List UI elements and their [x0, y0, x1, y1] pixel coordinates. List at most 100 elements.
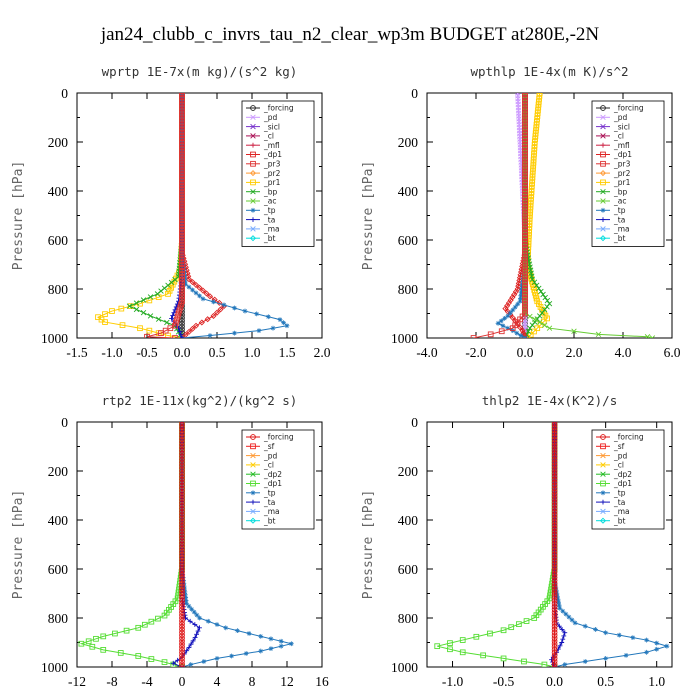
legend-label: _pr2 — [263, 169, 281, 178]
series-point — [179, 201, 185, 208]
series-point — [522, 137, 528, 143]
series-point — [93, 635, 99, 642]
series-point — [179, 157, 185, 164]
series-point — [534, 110, 541, 117]
series-point — [529, 183, 535, 189]
series-point — [522, 134, 528, 140]
series-point — [551, 626, 558, 633]
series-point — [179, 116, 185, 123]
series-point — [179, 96, 185, 102]
legend-label: _dp1 — [263, 150, 282, 159]
series-point — [654, 646, 660, 652]
y-tick-label: 800 — [398, 282, 419, 297]
legend-label: _pd — [613, 451, 628, 460]
legend-marker — [250, 207, 256, 213]
legend-marker — [250, 217, 256, 222]
series-point — [480, 652, 486, 659]
series-point — [519, 284, 525, 290]
series-point — [179, 186, 185, 193]
series-point — [551, 496, 558, 503]
series-point — [189, 325, 196, 332]
series-point — [534, 325, 541, 332]
x-tick-label: -1.0 — [101, 345, 123, 360]
series-point — [183, 615, 188, 621]
series-point — [551, 580, 558, 587]
series-point — [179, 323, 185, 330]
legend-item: _ta — [596, 498, 625, 507]
series-point — [183, 281, 188, 287]
series-point — [509, 314, 516, 321]
series-point — [179, 137, 185, 143]
legend-label: _pr2 — [613, 169, 631, 178]
series-point — [256, 328, 262, 334]
series-point — [498, 328, 505, 335]
series-point — [179, 661, 185, 667]
series-point — [194, 631, 199, 637]
legend-marker — [600, 105, 606, 111]
series-point — [522, 107, 528, 114]
series-point — [144, 333, 150, 338]
legend: _forcing_sf_pd_cl_dp2_dp1_tp_ta_ma_bt — [241, 429, 315, 530]
series-point — [530, 165, 536, 172]
series-point — [551, 476, 558, 483]
plot-area — [78, 422, 294, 667]
series-point — [179, 122, 185, 129]
series-point — [186, 284, 192, 290]
series-point — [179, 145, 185, 152]
legend-marker — [250, 105, 256, 111]
series-point — [179, 113, 185, 120]
series-point — [522, 157, 528, 164]
series-point — [196, 284, 203, 291]
series-point — [593, 627, 598, 632]
series-point — [179, 615, 185, 621]
series-point — [185, 276, 193, 283]
series-point — [541, 661, 548, 667]
series-point — [518, 290, 524, 296]
series-point — [529, 168, 536, 175]
series-point — [528, 189, 535, 195]
series-point — [179, 210, 185, 217]
series-point — [179, 181, 185, 187]
series-point — [179, 459, 185, 466]
series-point — [527, 206, 534, 213]
y-tick-label: 400 — [48, 184, 69, 199]
series-point — [179, 543, 185, 549]
series-point — [505, 313, 511, 319]
series-point — [551, 514, 558, 520]
legend-marker — [250, 142, 256, 148]
series-point — [189, 606, 195, 612]
series-point — [179, 160, 185, 167]
series-point — [551, 560, 558, 567]
series-point — [533, 121, 540, 128]
series-point — [146, 327, 153, 334]
series-point — [179, 195, 185, 202]
series-point — [551, 422, 558, 428]
series-point — [519, 327, 526, 334]
series-point — [133, 306, 140, 313]
legend-marker — [250, 471, 256, 477]
series-point — [546, 325, 553, 331]
legend-label: _bt — [613, 516, 626, 525]
series-point — [207, 333, 213, 338]
series-point — [235, 628, 240, 634]
series-point — [533, 127, 539, 134]
series-point — [109, 308, 115, 314]
series-point — [191, 609, 197, 615]
legend-label: _mfl — [613, 141, 630, 150]
series-point — [179, 643, 185, 650]
legend-label: _tp — [613, 489, 626, 498]
legend-label: _dp1 — [613, 479, 632, 488]
legend-item: _pr3 — [596, 160, 631, 169]
legend-marker — [600, 462, 606, 468]
series-point — [179, 494, 185, 500]
series-line — [437, 422, 556, 667]
series-point — [523, 618, 530, 624]
plot-area — [95, 93, 290, 338]
y-tick-label: 800 — [48, 282, 69, 297]
series-point — [183, 600, 189, 606]
series-point — [519, 287, 525, 293]
series-point — [522, 251, 528, 258]
legend-label: _tp — [613, 206, 626, 215]
series-point — [179, 594, 185, 601]
legend-label: _tp — [263, 489, 276, 498]
